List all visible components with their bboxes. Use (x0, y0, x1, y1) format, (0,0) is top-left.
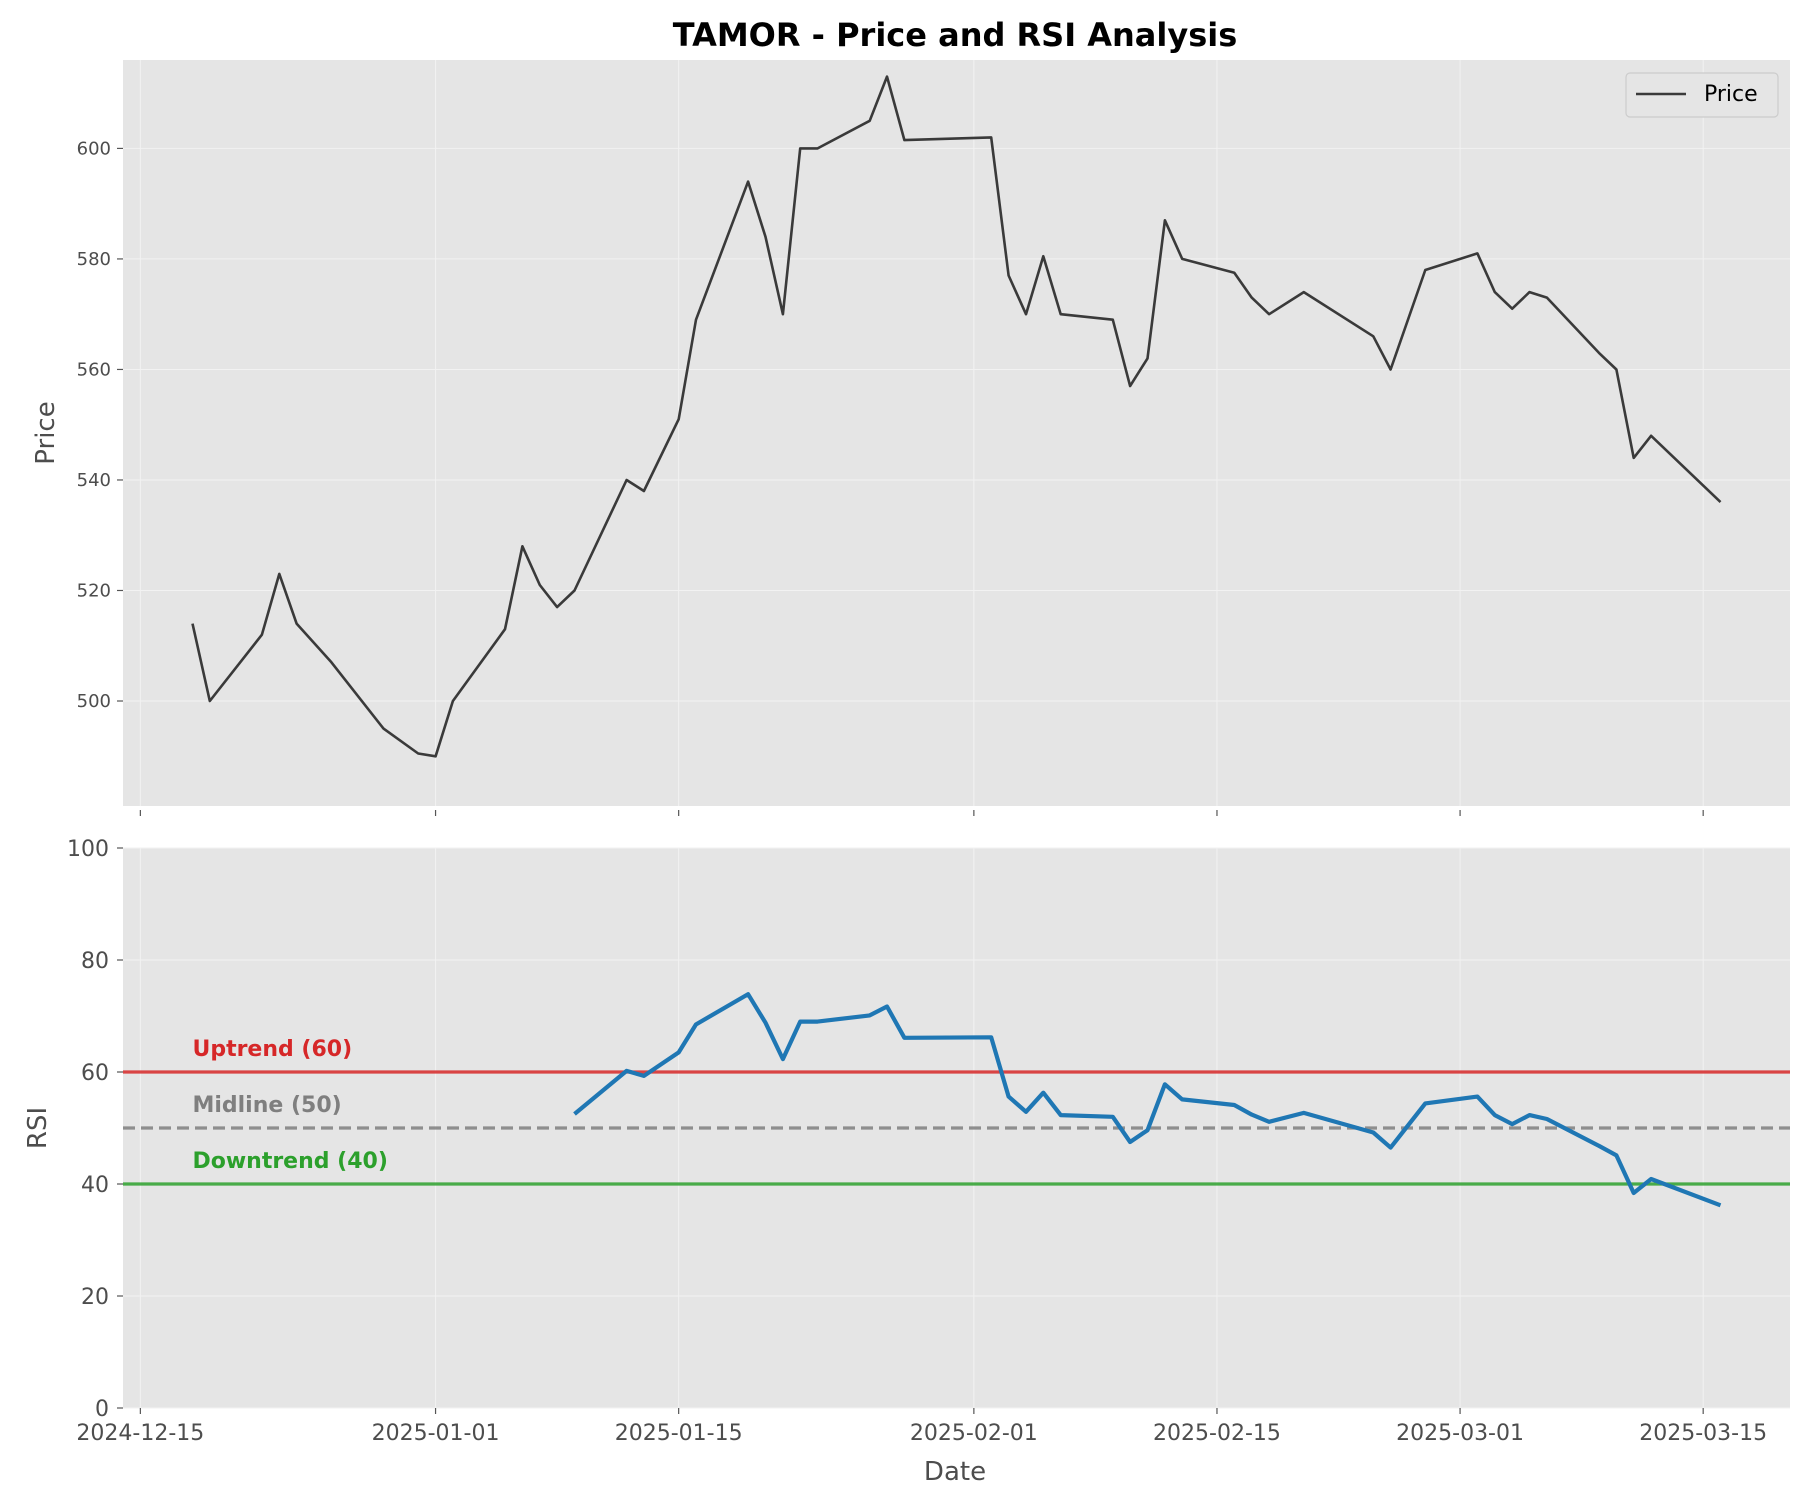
price-y-tick-label-4: 580 (77, 249, 111, 270)
price-y-axis-label: Price (31, 401, 61, 464)
rsi-ref-label-40: Downtrend (40) (192, 1149, 387, 1174)
price-y-tick-label-3: 560 (77, 359, 111, 380)
x-tick-label-5: 2025-03-01 (1396, 1421, 1524, 1446)
rsi-y-tick-label-2: 40 (81, 1173, 109, 1198)
rsi-y-axis-label: RSI (23, 1107, 53, 1149)
x-tick-label-1: 2025-01-01 (372, 1421, 500, 1446)
price-y-tick-label-1: 520 (77, 580, 111, 601)
rsi-y-tick-label-4: 80 (81, 949, 109, 974)
x-tick-label-2: 2025-01-15 (615, 1421, 743, 1446)
price-x-ticks (139, 810, 1704, 816)
price-y-tick-label-0: 500 (77, 691, 111, 712)
x-tick-label-4: 2025-02-15 (1153, 1421, 1281, 1446)
legend-box (1625, 72, 1779, 118)
rsi-x-ticks: 2024-12-15 2025-01-01 2025-01-15 2025-02-01… (76, 1408, 1767, 1446)
rsi-panel: 0 20 40 60 80 100 2024-12-15 2025-01-01 2025-01… (23, 837, 1790, 1487)
rsi-y-tick-label-5: 100 (67, 837, 109, 862)
rsi-reference-lines: Uptrend (60) Midline (50) Downtrend (40) (123, 1037, 1790, 1186)
price-series-line (191, 75, 1722, 758)
price-legend: Price (1625, 72, 1779, 118)
rsi-y-ticks: 0 20 40 60 80 100 (67, 837, 123, 1422)
x-tick-label-0: 2024-12-15 (76, 1421, 204, 1446)
rsi-y-tick-label-1: 20 (81, 1285, 109, 1310)
rsi-y-tick-label-3: 60 (81, 1061, 109, 1086)
chart-title: TAMOR - Price and RSI Analysis (673, 16, 1238, 54)
price-panel: 500 520 540 560 580 600 Price Price (31, 60, 1790, 816)
rsi-ref-label-60: Uptrend (60) (192, 1037, 352, 1062)
rsi-ref-label-50: Midline (50) (192, 1093, 341, 1118)
rsi-series-line (573, 992, 1722, 1208)
legend-price-label: Price (1704, 82, 1758, 107)
price-y-tick-label-2: 540 (77, 470, 111, 491)
price-y-tick-label-5: 600 (77, 138, 111, 159)
x-tick-label-3: 2025-02-01 (910, 1421, 1038, 1446)
price-grid (123, 60, 1790, 806)
x-axis-label: Date (924, 1457, 986, 1487)
x-tick-label-6: 2025-03-15 (1639, 1421, 1767, 1446)
price-plot-area (123, 60, 1790, 806)
rsi-y-tick-label-0: 0 (95, 1397, 109, 1422)
price-y-ticks: 500 520 540 560 580 600 (77, 138, 123, 712)
